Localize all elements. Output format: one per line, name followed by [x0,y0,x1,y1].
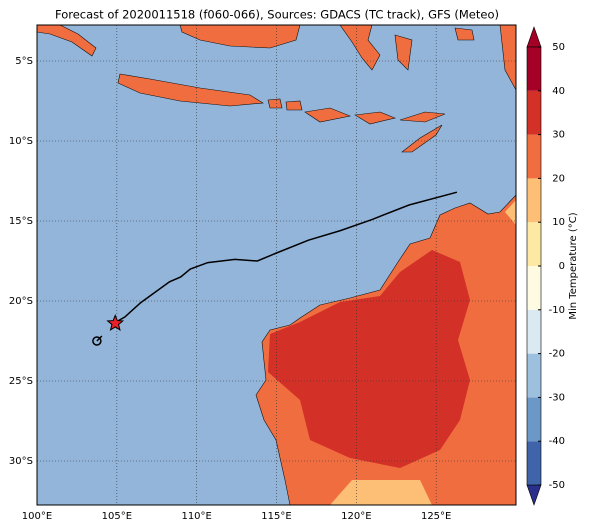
colorbar-tick-label: -50 [549,480,565,491]
colorbar-tick-label: 50 [552,42,565,53]
land [399,111,446,123]
lon-label: 110°E [181,511,211,522]
current-position [106,314,125,331]
lon-label: 125°E [421,511,451,522]
colorbar-tick-label: 30 [552,130,565,141]
colorbar-tick-label: -10 [549,305,565,316]
colorbar-tick-label: 40 [552,86,565,97]
land-zone [505,200,516,225]
colorbar-tick-label: 0 [559,261,565,272]
colorbar-tick-label: 10 [552,217,565,228]
colorbar-segment [527,178,541,223]
colorbar-tick-label: -30 [549,392,565,403]
origin-tick [96,335,103,342]
colorbar-segment [527,353,541,398]
map-area [37,25,516,505]
map-frame [36,24,517,506]
origin-marker [92,336,102,346]
colorbar-segment [527,441,541,485]
colorbar-segment [527,90,541,135]
colorbar-segment [527,309,541,354]
land-zone [330,480,432,505]
colorbar-tick-label: 20 [552,173,565,184]
colorbar-extend-low [526,484,542,506]
land [267,98,283,109]
land [339,25,381,71]
tc-track [113,191,458,325]
land [401,124,443,153]
land [179,25,301,49]
land [37,25,97,57]
land [285,100,303,111]
land [499,25,516,91]
land [394,34,413,71]
colorbar-tick-label: -40 [549,436,565,447]
lat-label: 25°S [9,376,33,387]
lat-label: 20°S [9,296,33,307]
colorbar-segment [527,222,541,266]
lon-label: 105°E [102,511,132,522]
lon-label: 100°E [22,511,52,522]
land [117,73,264,107]
lon-label: 115°E [261,511,291,522]
colorbar-segment [527,397,541,442]
land [454,27,475,41]
lat-label: 30°S [9,456,33,467]
colorbar-label: Min Temperature (°C) [568,212,579,319]
land [304,107,352,123]
colorbar-tick-label: -20 [549,349,565,360]
colorbar-extend-high [526,26,542,48]
land-zone [268,250,470,468]
lat-label: 10°S [9,136,33,147]
lon-label: 120°E [341,511,371,522]
colorbar-segment [527,266,541,310]
colorbar-segment [527,47,541,91]
map-title: Forecast of 2020011518 (f060-066), Sourc… [55,8,499,22]
lat-label: 5°S [15,56,33,67]
land [354,111,396,125]
colorbar-segment [527,134,541,179]
lat-label: 15°S [9,216,33,227]
